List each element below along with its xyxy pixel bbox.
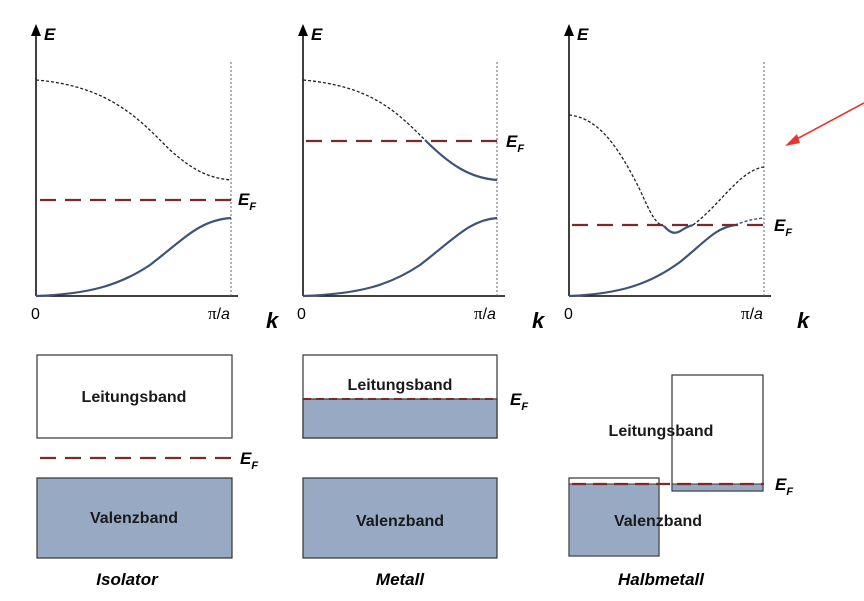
- red-arrow-icon: [785, 102, 864, 146]
- fermi-label: EF: [510, 390, 528, 413]
- fermi-label: EF: [774, 216, 792, 239]
- valence-band-label: Valenzband: [90, 510, 178, 527]
- axis-label-k: k: [797, 308, 811, 333]
- e-axis-arrowhead-icon: [298, 24, 308, 36]
- tick-label-zero: 0: [31, 306, 40, 323]
- conduction-band-box: [36, 354, 233, 439]
- valence-band-curve: [35, 216, 232, 298]
- axis-label-e: E: [44, 25, 56, 44]
- caption-isolator: Isolator: [96, 570, 159, 589]
- conduction-band-label: Leitungsband: [348, 377, 453, 394]
- tick-label-zero: 0: [564, 306, 573, 323]
- band-diagram-isolator: Leitungsband EF Valenzband: [36, 354, 258, 559]
- valence-band-curve-filled: [568, 223, 736, 298]
- valence-band-label: Valenzband: [614, 513, 702, 530]
- filled-part-conduction-band: [302, 398, 498, 439]
- panel-metall: E 0 π/a k EF Leitungsband EF Valenzband …: [297, 24, 546, 589]
- band-diagram-metall: Leitungsband EF Valenzband: [302, 354, 528, 559]
- axis-label-e: E: [311, 25, 323, 44]
- axis-label-k: k: [532, 308, 546, 333]
- valence-band-box: [302, 477, 498, 559]
- fermi-label: EF: [775, 475, 793, 498]
- valence-band-curve: [302, 216, 498, 298]
- dispersion-plot-halbmetall: E 0 π/a k EF: [564, 24, 811, 333]
- conduction-band-curve-empty: [568, 114, 665, 227]
- band-diagram-halbmetall: Leitungsband Valenzband EF: [568, 374, 793, 557]
- valence-band-label: Valenzband: [356, 513, 444, 530]
- dispersion-plot-isolator: E 0 π/a k EF: [31, 24, 280, 333]
- e-axis-arrowhead-icon: [31, 24, 41, 36]
- valence-band-box: [36, 477, 233, 559]
- filled-part-valence-band: [568, 483, 660, 557]
- axis-label-k: k: [266, 308, 280, 333]
- filled-part-conduction-band: [671, 483, 764, 492]
- caption-metall: Metall: [376, 570, 425, 589]
- valence-band-curve-empty: [734, 217, 765, 226]
- fermi-label: EF: [506, 132, 524, 155]
- axis-label-e: E: [577, 25, 589, 44]
- fermi-label: EF: [238, 190, 256, 213]
- tick-label-zero: 0: [297, 306, 306, 323]
- caption-halbmetall: Halbmetall: [618, 570, 705, 589]
- tick-label-pi-over-a: π/a: [741, 304, 763, 323]
- dispersion-plot-metall: E 0 π/a k EF: [297, 24, 546, 333]
- fermi-label: EF: [240, 449, 258, 472]
- conduction-band-curve: [35, 79, 232, 181]
- conduction-band-box: [671, 374, 764, 492]
- conduction-band-label: Leitungsband: [82, 389, 187, 406]
- tick-label-pi-over-a: π/a: [208, 304, 230, 323]
- conduction-band-curve-empty: [302, 79, 426, 141]
- e-axis-arrowhead-icon: [564, 24, 574, 36]
- panel-halbmetall: E 0 π/a k EF Leitungsband Valenzband EF …: [564, 24, 811, 589]
- tick-label-pi-over-a: π/a: [474, 304, 496, 323]
- conduction-band-curve-filled: [663, 223, 694, 234]
- conduction-band-curve-filled: [424, 139, 498, 182]
- panel-isolator: E 0 π/a k EF Leitungsband EF Valenzband …: [31, 24, 280, 589]
- conduction-band-label: Leitungsband: [609, 423, 714, 440]
- conduction-band-curve-empty-right: [692, 166, 765, 226]
